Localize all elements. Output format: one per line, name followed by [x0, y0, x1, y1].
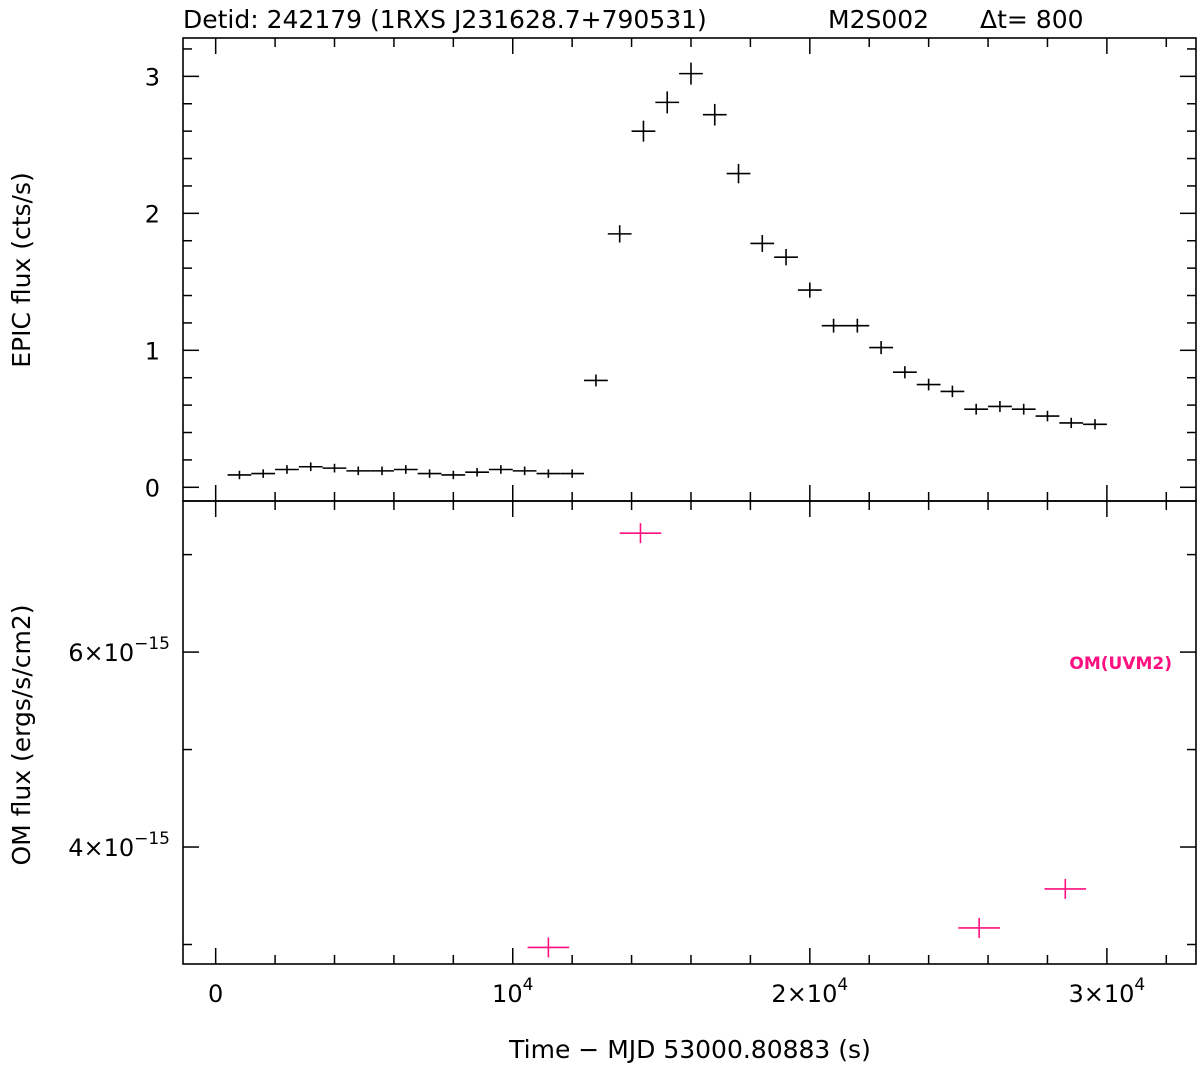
epic-data-point [512, 466, 537, 476]
om-data-point [958, 917, 1000, 938]
epic-data-point [298, 462, 323, 472]
epic-data-point [702, 103, 727, 126]
epic-data-point [441, 470, 466, 480]
om-y-tick-labels: 4×10−15 6×10−15 [68, 634, 170, 862]
epic-data-point [607, 225, 632, 243]
epic-data-point [275, 465, 299, 474]
x-tick-label: 3×104 [1069, 975, 1146, 1008]
epic-data-point [892, 366, 917, 379]
epic-data-point [655, 91, 680, 114]
om-filter-label: OM(UVM2) [1069, 654, 1172, 674]
x-tick-label: 0 [208, 980, 223, 1008]
om-y-tick-label: 6×10−15 [68, 634, 170, 667]
epic-data-point [726, 163, 751, 184]
om-y-tick-label: 4×10−15 [68, 829, 170, 862]
epic-data-point [488, 465, 513, 474]
epic-data-point [750, 235, 775, 252]
epic-y-tick-labels: 0 1 2 3 [145, 63, 160, 502]
epic-data-point [346, 466, 371, 476]
epic-data-point [1083, 419, 1107, 430]
epic-data-point [560, 469, 585, 478]
epic-data-point [774, 248, 798, 266]
epic-data-point [916, 378, 941, 391]
x-tick-label: 2×104 [771, 975, 848, 1008]
epic-data-point [370, 466, 394, 476]
epic-y-axis-label: EPIC flux (cts/s) [7, 172, 36, 368]
epic-y-tick-label: 0 [145, 474, 160, 502]
epic-data-point [227, 470, 252, 480]
epic-data-point [465, 467, 489, 477]
epic-data-point [1059, 417, 1084, 429]
epic-data-point [393, 465, 418, 474]
epic-data-point [869, 341, 893, 355]
epic-data-point [964, 403, 989, 415]
epic-data-point [1035, 410, 1060, 422]
om-data-point [619, 523, 662, 544]
epic-data-point [251, 469, 276, 478]
epic-y-tick-label: 1 [145, 337, 160, 365]
x-tick-label: 104 [492, 975, 533, 1008]
title-exposure: M2S002 [828, 5, 929, 34]
epic-data-point [417, 469, 442, 478]
epic-panel-frame [182, 37, 1197, 502]
epic-data-point [584, 374, 608, 387]
epic-data-points [227, 62, 1107, 480]
epic-data-point [631, 120, 656, 142]
tick-marks [183, 38, 1196, 964]
epic-data-point [679, 62, 703, 85]
epic-data-point [821, 318, 846, 333]
x-tick-labels: 0 104 2×104 3×104 [208, 975, 1145, 1008]
epic-data-point [797, 282, 822, 298]
epic-data-point [988, 401, 1012, 412]
epic-data-point [940, 385, 965, 398]
om-data-points [527, 523, 1087, 958]
epic-y-tick-label: 3 [145, 63, 160, 91]
om-y-axis-label: OM flux (ergs/s/cm2) [7, 604, 36, 865]
epic-data-point [536, 469, 561, 478]
epic-y-tick-label: 2 [145, 200, 160, 228]
epic-data-point [845, 318, 870, 333]
x-axis-label: Time − MJD 53000.80883 (s) [508, 1035, 871, 1064]
epic-data-point [322, 463, 347, 473]
title-delta-t: Δt= 800 [980, 5, 1084, 34]
om-data-point [527, 937, 570, 958]
title-detid: Detid: 242179 (1RXS J231628.7+790531) [183, 5, 707, 34]
om-panel-frame [182, 500, 1197, 965]
om-data-point [1044, 878, 1087, 899]
epic-data-point [1011, 403, 1036, 415]
